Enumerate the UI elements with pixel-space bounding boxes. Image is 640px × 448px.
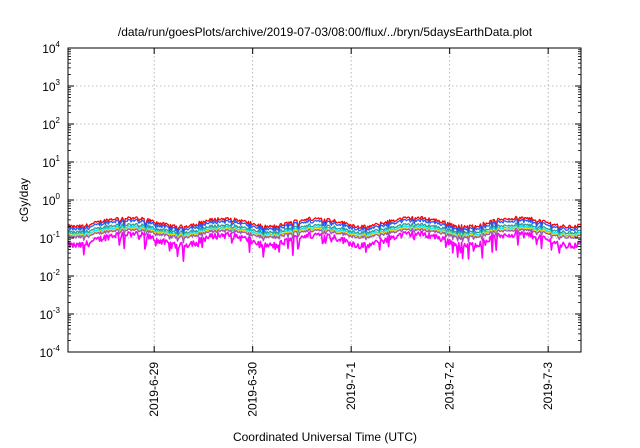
series-line xyxy=(67,227,582,244)
y-tick-label: 10-1 xyxy=(40,230,61,246)
x-tick-label: 2019-7-1 xyxy=(344,362,358,410)
y-tick-label: 101 xyxy=(42,154,60,170)
grid-layer xyxy=(68,48,581,352)
y-axis: 10-4 10-3 10-2 10-1 100 101 102 103 104 xyxy=(40,40,581,360)
x-tick-label: 2019-6-30 xyxy=(246,362,260,417)
chart-title: /data/run/goesPlots/archive/2019-07-03/0… xyxy=(118,25,533,39)
y-tick-label: 10-3 xyxy=(40,306,61,322)
y-tick-label: 10-2 xyxy=(40,268,61,284)
x-axis: 2019-6-29 2019-6-30 2019-7-1 2019-7-2 2019-7… xyxy=(147,48,555,417)
series-line xyxy=(67,222,582,240)
y-tick-label: 100 xyxy=(42,192,60,208)
y-tick-label: 102 xyxy=(42,116,60,132)
series-line xyxy=(67,230,582,262)
series-layer xyxy=(67,215,582,262)
x-tick-label: 2019-7-3 xyxy=(541,362,555,410)
x-tick-label: 2019-6-29 xyxy=(147,362,161,417)
x-tick-label: 2019-7-2 xyxy=(443,362,457,410)
x-axis-label: Coordinated Universal Time (UTC) xyxy=(233,430,417,444)
y-tick-label: 10-4 xyxy=(40,344,61,360)
series-line xyxy=(67,218,582,238)
series-line xyxy=(67,215,582,235)
y-axis-label: cGy/day xyxy=(17,178,31,222)
y-tick-label: 104 xyxy=(42,40,60,56)
y-tick-label: 103 xyxy=(42,78,60,94)
